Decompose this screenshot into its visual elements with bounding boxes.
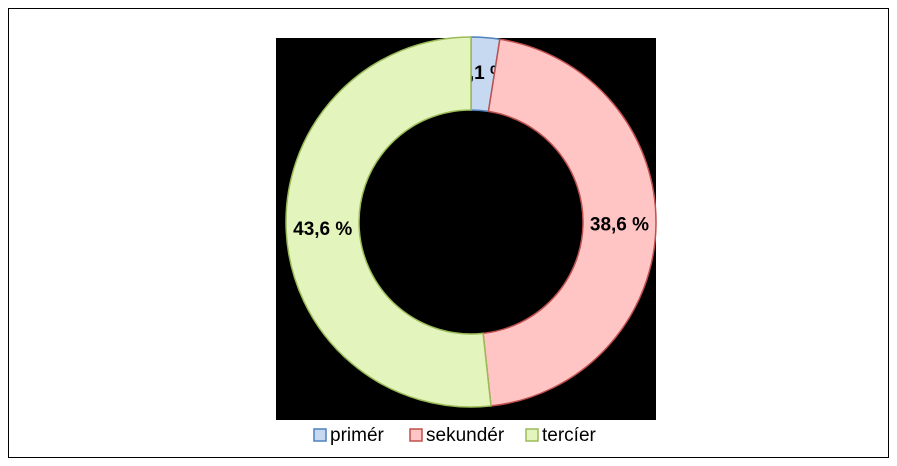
legend-label: tercíer — [542, 425, 597, 446]
donut-slice — [482, 38, 657, 407]
legend-swatch — [409, 428, 423, 442]
legend-label: sekundér — [426, 425, 505, 446]
legend-label: primér — [330, 425, 385, 446]
data-label: 38,6 % — [590, 215, 649, 236]
data-label: 43,6 % — [293, 219, 352, 240]
legend-swatch — [313, 428, 327, 442]
legend-swatch — [525, 428, 539, 442]
donut-slice — [285, 36, 492, 408]
